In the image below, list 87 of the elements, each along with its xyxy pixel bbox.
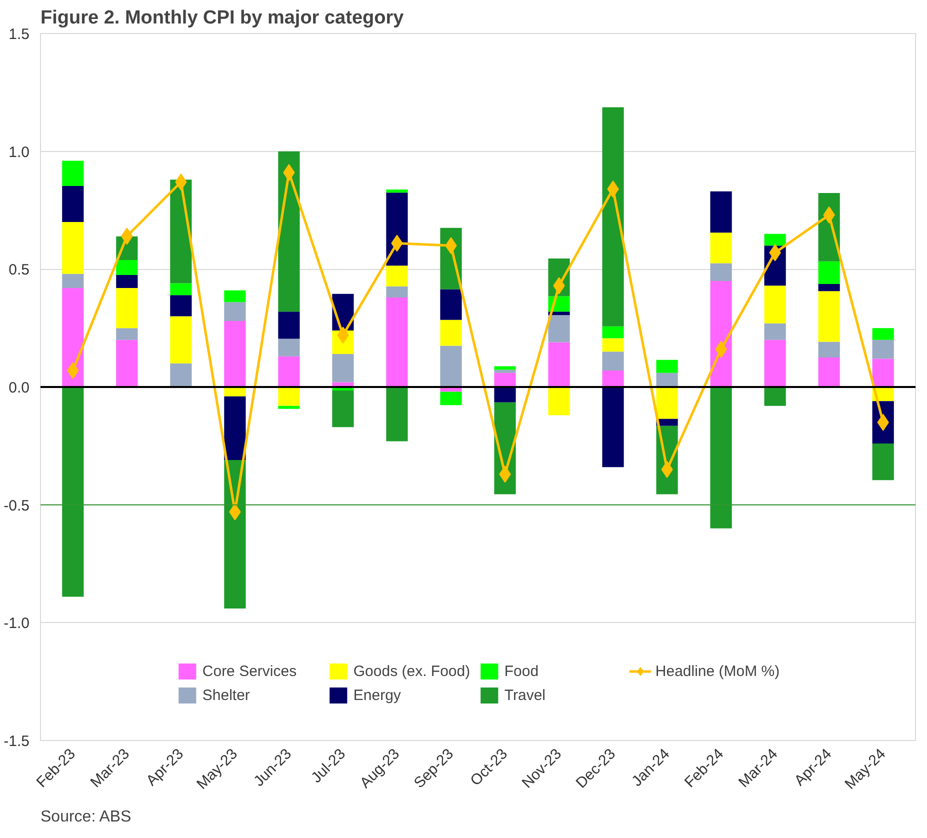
legend-label: Headline (MoM %): [655, 662, 780, 680]
source-note: Source: ABS: [40, 808, 132, 826]
legend-label: Core Services: [202, 662, 298, 680]
y-tick-label: -1.5: [4, 733, 30, 750]
bar: [62, 288, 84, 387]
bar: [170, 283, 192, 296]
bar: [764, 286, 786, 324]
bar: [710, 232, 732, 264]
bar: [764, 323, 786, 340]
bar: [818, 291, 840, 342]
bar: [872, 340, 894, 359]
bar: [764, 234, 786, 246]
bar: [224, 396, 246, 460]
bar: [602, 387, 624, 468]
bar: [872, 328, 894, 340]
bar: [548, 342, 570, 387]
y-tick-label: -0.5: [4, 497, 30, 514]
bar: [656, 387, 678, 419]
bar: [440, 289, 462, 320]
bar: [278, 356, 300, 387]
bar: [116, 340, 138, 387]
bar: [386, 286, 408, 298]
bar: [116, 275, 138, 288]
bar: [62, 160, 84, 186]
bar: [386, 387, 408, 442]
bar: [494, 366, 516, 370]
bar: [170, 295, 192, 316]
bar: [602, 326, 624, 338]
bar: [332, 390, 354, 428]
y-tick-label: 1.5: [8, 26, 30, 43]
chart-title: Figure 2. Monthly CPI by major category: [40, 8, 404, 28]
bar: [116, 288, 138, 328]
bar: [440, 320, 462, 346]
bar: [818, 342, 840, 358]
bar: [494, 370, 516, 373]
bar: [62, 186, 84, 222]
bar: [548, 387, 570, 416]
bar: [710, 280, 732, 387]
bar: [440, 392, 462, 406]
bar: [386, 266, 408, 286]
y-tick-label: 0.5: [8, 262, 30, 279]
bar: [278, 151, 300, 312]
bar: [332, 354, 354, 382]
legend-label: Energy: [353, 686, 402, 704]
bar: [116, 328, 138, 340]
bar: [278, 312, 300, 339]
bar: [872, 444, 894, 480]
y-tick-label: 0.0: [8, 380, 30, 396]
bar: [602, 352, 624, 371]
bar: [62, 222, 84, 274]
bar: [440, 346, 462, 387]
y-tick-label: 1.0: [8, 144, 30, 161]
bar: [278, 338, 300, 356]
bar: [62, 387, 84, 597]
bar: [62, 274, 84, 288]
bar: [386, 190, 408, 193]
bar: [548, 315, 570, 342]
bar: [818, 358, 840, 387]
bar: [656, 372, 678, 387]
legend-label: Goods (ex. Food): [353, 662, 472, 680]
bar: [224, 290, 246, 302]
bar: [494, 387, 516, 402]
bar: [602, 107, 624, 326]
bar: [602, 370, 624, 387]
bar: [116, 260, 138, 276]
bar: [872, 358, 894, 387]
bar: [602, 338, 624, 352]
bar: [710, 191, 732, 233]
bar: [764, 340, 786, 387]
legend-label: Food: [504, 662, 540, 680]
bar: [710, 387, 732, 528]
bar: [494, 372, 516, 387]
bar: [224, 302, 246, 322]
bar: [710, 263, 732, 281]
bar: [170, 316, 192, 364]
bar: [818, 261, 840, 284]
legend-label: Shelter: [202, 686, 251, 704]
bar: [224, 321, 246, 387]
bar: [278, 387, 300, 406]
legend-label: Travel: [504, 686, 547, 704]
bar: [656, 360, 678, 373]
bar: [818, 284, 840, 292]
bar: [278, 406, 300, 409]
bar: [386, 297, 408, 387]
bar: [170, 363, 192, 387]
y-tick-label: -1.0: [4, 615, 30, 632]
bar: [764, 387, 786, 406]
